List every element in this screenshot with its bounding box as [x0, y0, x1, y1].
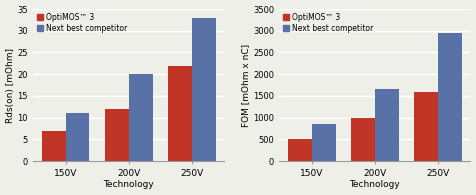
Bar [438, 33, 462, 161]
Bar [66, 113, 89, 161]
X-axis label: Technology: Technology [349, 180, 400, 190]
Bar [311, 124, 336, 161]
X-axis label: Technology: Technology [103, 180, 154, 190]
Bar [414, 92, 438, 161]
Y-axis label: FOM [mOhm x nC]: FOM [mOhm x nC] [241, 43, 250, 127]
Bar [192, 18, 216, 161]
Bar [351, 118, 375, 161]
Y-axis label: Rds(on) [mOhm]: Rds(on) [mOhm] [6, 48, 15, 122]
Bar [288, 139, 311, 161]
Bar [375, 89, 398, 161]
Legend: OptiMOS™ 3, Next best competitor: OptiMOS™ 3, Next best competitor [281, 11, 375, 34]
Bar [168, 66, 192, 161]
Bar [41, 131, 66, 161]
Bar [129, 74, 153, 161]
Legend: OptiMOS™ 3, Next best competitor: OptiMOS™ 3, Next best competitor [35, 11, 129, 34]
Bar [105, 109, 129, 161]
